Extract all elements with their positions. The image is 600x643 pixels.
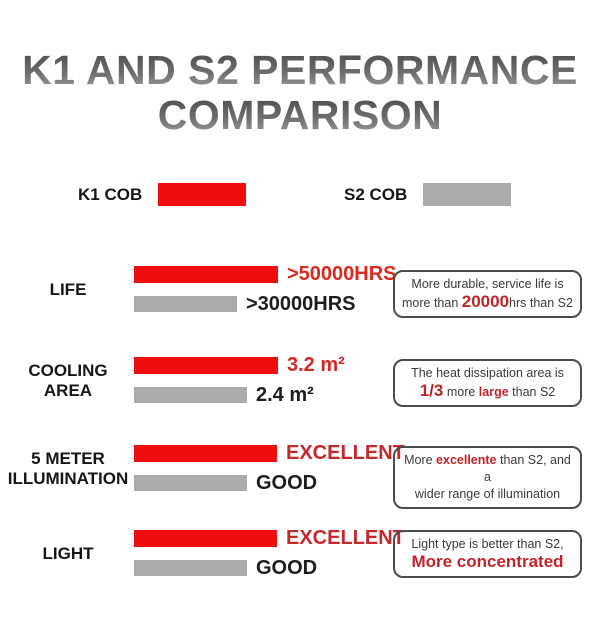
row-label-light: LIGHT: [0, 530, 136, 577]
comparison-row-illumination: 5 METER ILLUMINATION EXCELLENT GOOD More…: [0, 442, 600, 509]
row-label-cooling-area: COOLING AREA: [0, 357, 136, 404]
note-text-segment: excellente: [436, 453, 497, 467]
legend-label-k1: K1 COB: [78, 184, 143, 204]
note-line: More excellente than S2, and a: [400, 452, 575, 486]
k1-bar: [134, 530, 277, 547]
note-line: More concentrated: [400, 553, 575, 572]
legend-item-k1: K1 COB: [78, 183, 247, 206]
k1-value: >50000HRS: [287, 263, 397, 285]
row-label-line: ILLUMINATION: [7, 468, 129, 488]
note-text-segment: hrs than S2: [509, 296, 573, 310]
k1-bar: [134, 445, 277, 462]
note-text-segment: 20000: [461, 292, 510, 311]
s2-bar: [134, 560, 247, 576]
note-box-light: Light type is better than S2, More conce…: [393, 530, 582, 578]
note-text-segment: Light type is better than S2,: [411, 537, 564, 551]
note-text-segment: More durable, service life is: [411, 277, 564, 291]
k1-value: EXCELLENT: [286, 527, 405, 549]
note-box-life: More durable, service life is more than …: [393, 270, 582, 318]
note-line: more than 20000hrs than S2: [400, 293, 575, 312]
k1-bar: [134, 266, 278, 283]
s2-bar: [134, 475, 247, 491]
s2-bar: [134, 296, 237, 312]
note-box-cooling-area: The heat dissipation area is 1/3 more la…: [393, 359, 582, 407]
s2-bar-line: >30000HRS: [134, 293, 356, 315]
k1-bar-line: EXCELLENT: [134, 442, 405, 464]
note-text-segment: than S2, and a: [484, 453, 571, 484]
k1-bar-line: >50000HRS: [134, 263, 397, 285]
note-text-segment: more than: [402, 296, 462, 310]
s2-value: >30000HRS: [246, 292, 356, 315]
note-line: wider range of illumination: [400, 486, 575, 503]
page-title-line1: K1 AND S2 PERFORMANCE: [0, 48, 600, 93]
s2-bar-line: GOOD: [134, 557, 317, 579]
row-label-line: LIGHT: [42, 543, 94, 563]
comparison-row-light: LIGHT EXCELLENT GOOD Light type is bette…: [0, 527, 600, 582]
note-text-segment: more: [443, 385, 479, 399]
k1-value: EXCELLENT: [286, 442, 405, 464]
note-text-segment: than S2: [508, 385, 556, 399]
legend-swatch-k1: [158, 183, 247, 206]
k1-value: 3.2 m²: [287, 354, 345, 376]
row-label-line: 5 METER: [31, 448, 105, 468]
note-text-segment: 1/3: [419, 381, 444, 400]
note-text-segment: More concentrated: [411, 552, 564, 571]
k1-bar: [134, 357, 278, 374]
legend-label-s2: S2 COB: [344, 184, 408, 204]
comparison-row-life: LIFE >50000HRS >30000HRS More durable, s…: [0, 263, 600, 318]
row-label-life: LIFE: [0, 266, 136, 313]
row-label-illumination: 5 METER ILLUMINATION: [0, 445, 136, 492]
note-text-segment: large: [478, 385, 509, 399]
s2-value: GOOD: [256, 471, 318, 494]
note-line: More durable, service life is: [400, 276, 575, 293]
s2-bar: [134, 387, 247, 403]
row-label-line: LIFE: [49, 279, 87, 299]
s2-value: 2.4 m²: [256, 383, 314, 406]
page-title: K1 AND S2 PERFORMANCE COMPARISON: [0, 48, 600, 138]
row-label-line: AREA: [43, 380, 93, 400]
k1-bar-line: EXCELLENT: [134, 527, 405, 549]
legend-item-s2: S2 COB: [344, 183, 512, 206]
row-label-line: COOLING: [28, 360, 108, 380]
comparison-row-cooling-area: COOLING AREA 3.2 m² 2.4 m² The heat diss…: [0, 354, 600, 409]
note-text-segment: More: [404, 453, 437, 467]
note-text-segment: The heat dissipation area is: [411, 366, 564, 380]
k1-bar-line: 3.2 m²: [134, 354, 345, 376]
s2-bar-line: 2.4 m²: [134, 384, 314, 406]
page-title-line2: COMPARISON: [0, 93, 600, 138]
note-line: 1/3 more large than S2: [400, 382, 575, 401]
s2-value: GOOD: [256, 556, 318, 579]
note-line: Light type is better than S2,: [400, 536, 575, 553]
note-box-illumination: More excellente than S2, and a wider ran…: [393, 446, 582, 509]
s2-bar-line: GOOD: [134, 472, 317, 494]
note-line: The heat dissipation area is: [400, 365, 575, 382]
legend-swatch-s2: [423, 183, 512, 206]
note-text-segment: wider range of illumination: [414, 487, 561, 501]
